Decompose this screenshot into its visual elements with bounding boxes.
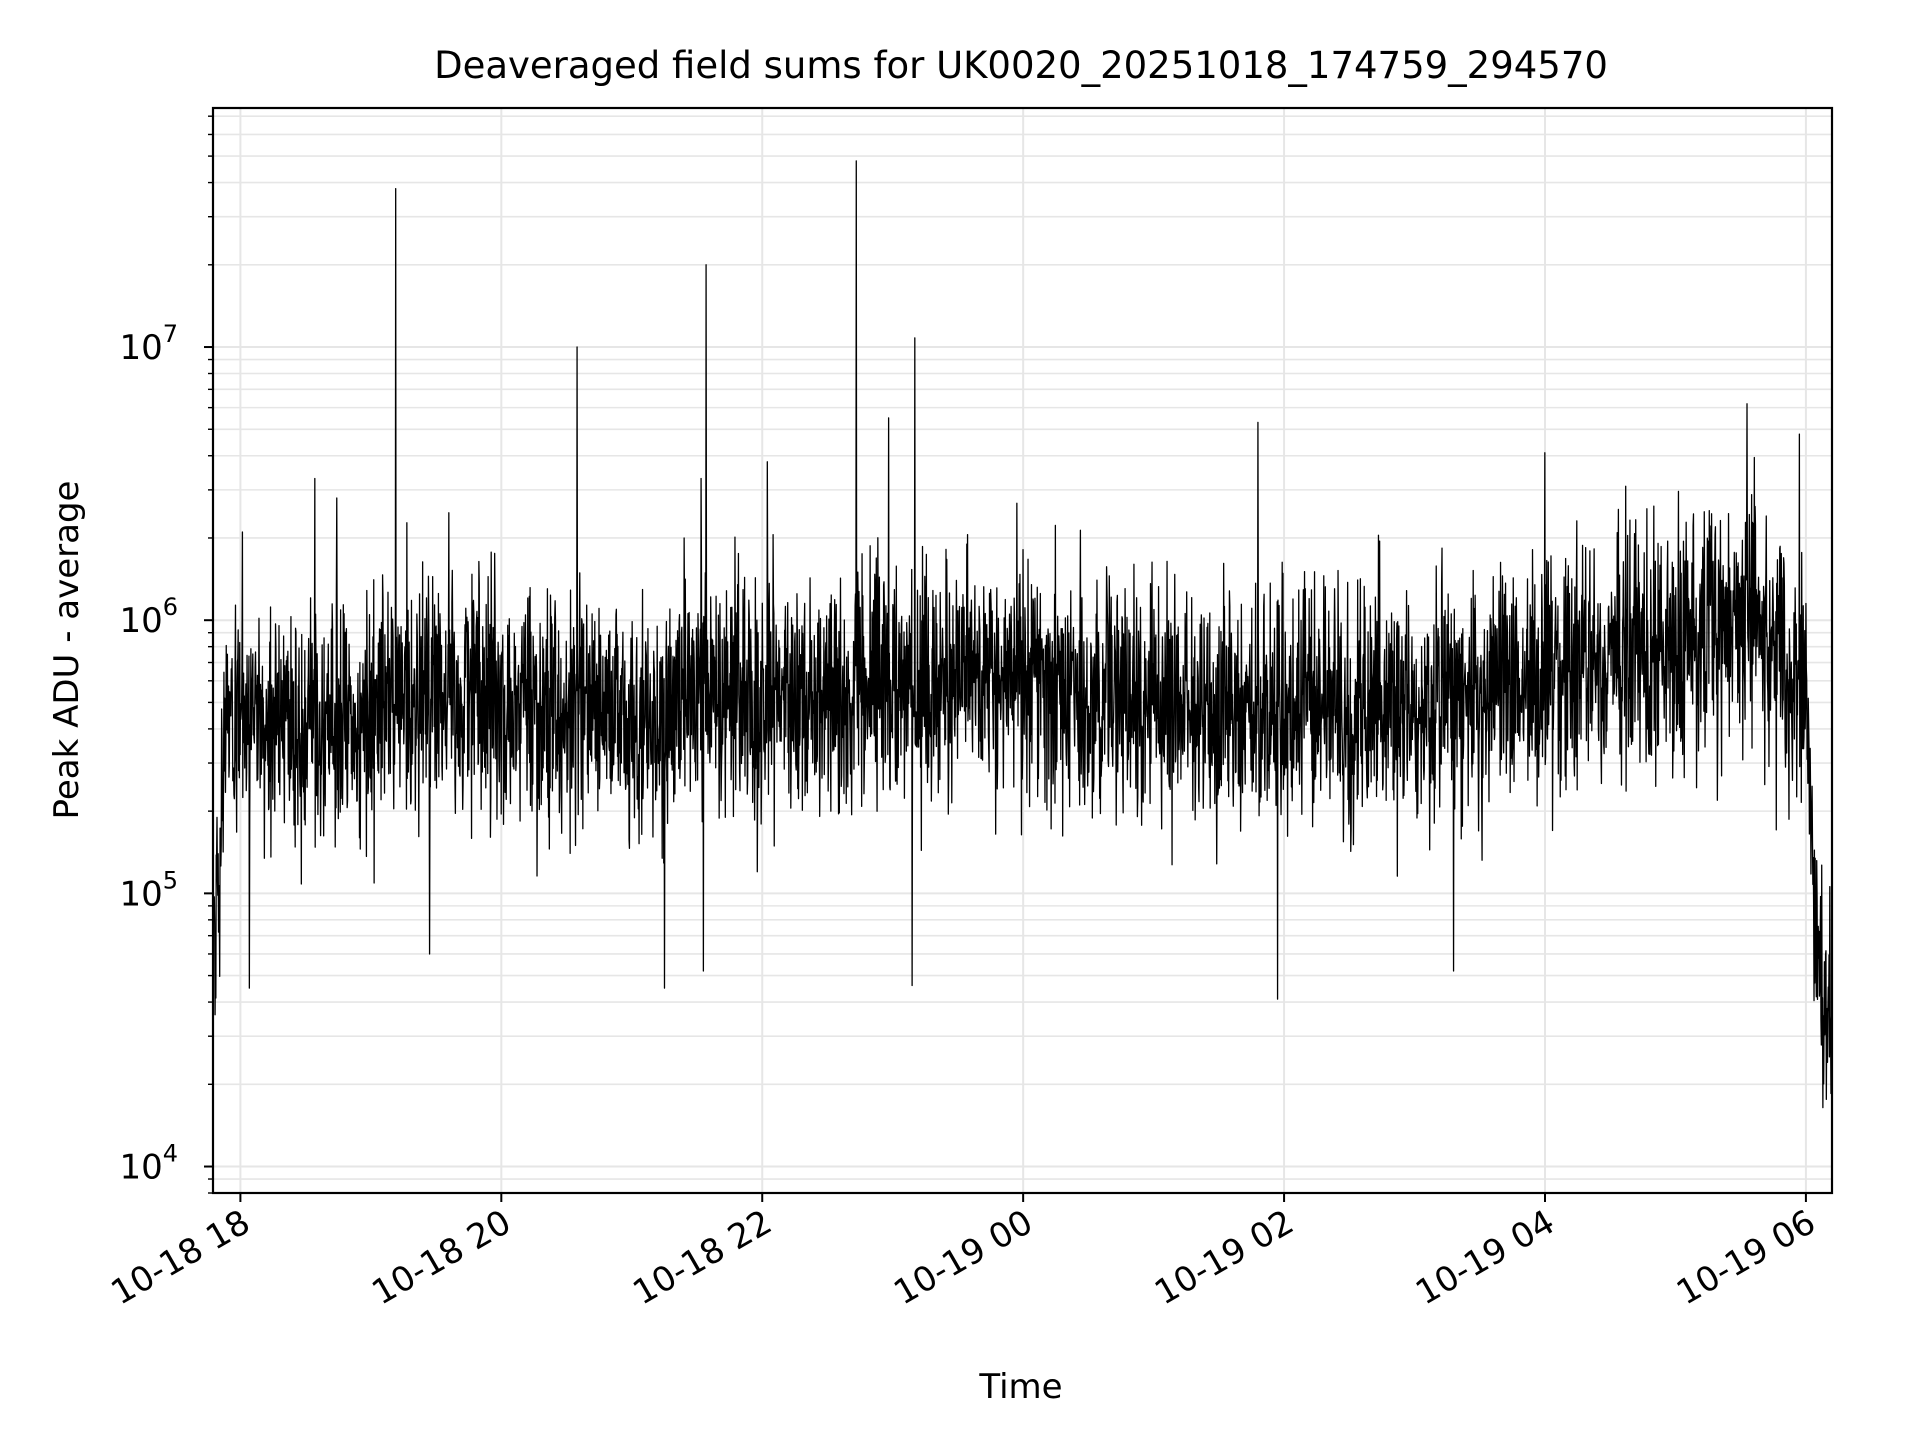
plot-area: 10-18 18 10-18 20 10-18 22 10-19 00 10-19 02…: [105, 106, 1834, 1313]
y-tick-label-exponent: 5: [163, 866, 178, 894]
y-tick-label-exponent: 6: [163, 593, 178, 621]
series-line: [213, 160, 1832, 1109]
grid: [213, 108, 1832, 1194]
y-tick-label-exponent: 4: [163, 1140, 178, 1168]
series-group: [213, 160, 1832, 1109]
y-tick-label: 105: [119, 866, 178, 914]
y-axis-label: Peak ADU - average: [47, 481, 87, 820]
chart-title: Deaveraged field sums for UK0020_2025101…: [434, 44, 1608, 87]
x-axis-label: Time: [978, 1367, 1062, 1407]
y-tick-label: 107: [119, 320, 178, 368]
y-tick-label-exponent: 7: [163, 320, 178, 348]
